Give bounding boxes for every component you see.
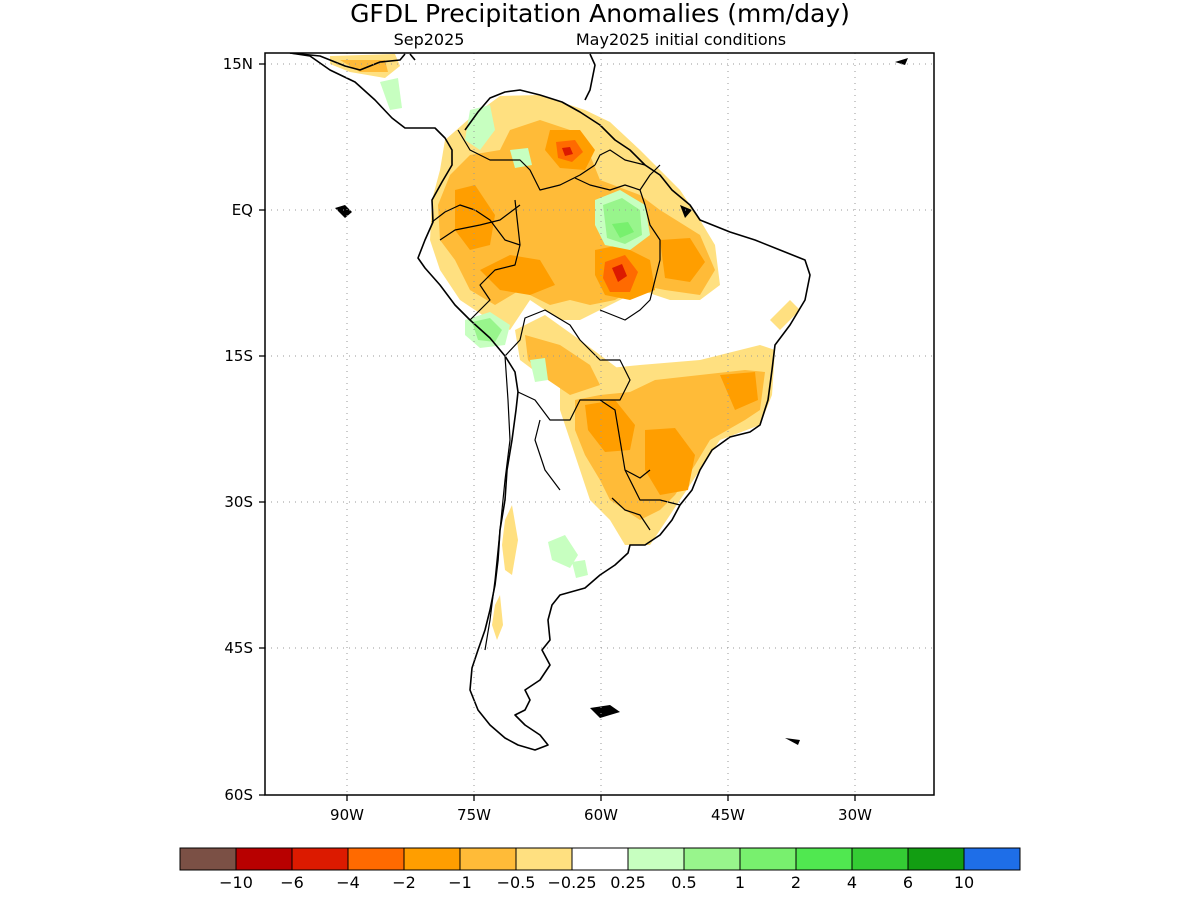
colorbar-label: 0.25: [610, 873, 646, 892]
colorbar-swatch: [627, 847, 685, 871]
colorbar-swatch: [739, 847, 797, 871]
colorbar-swatch: [907, 847, 965, 871]
colorbar-swatch: [851, 847, 909, 871]
lat-label: 30S: [224, 493, 253, 511]
latitude-labels: 15N EQ 15S 30S 45S 60S: [223, 55, 253, 804]
colorbar-label: 0.5: [671, 873, 696, 892]
colorbar: −10 −6 −4 −2 −1 −0.5 −0.25 0.25 0.5 1 2 4 6 10: [179, 847, 1021, 892]
colorbar-swatch: [963, 847, 1021, 871]
lon-label: 75W: [457, 806, 491, 824]
colorbar-label: −1: [448, 873, 472, 892]
lat-label: EQ: [232, 201, 253, 219]
plot-frame: [264, 52, 935, 796]
subtitle-month: Sep2025: [394, 30, 465, 49]
colorbar-label: −6: [280, 873, 304, 892]
colorbar-label: 2: [791, 873, 801, 892]
lat-label: 45S: [224, 639, 253, 657]
colorbar-label: 4: [847, 873, 857, 892]
colorbar-label: −0.5: [497, 873, 536, 892]
lon-label: 60W: [584, 806, 618, 824]
colorbar-label: 1: [735, 873, 745, 892]
colorbar-swatch: [347, 847, 405, 871]
colorbar-swatch: [179, 847, 237, 871]
colorbar-label: −2: [392, 873, 416, 892]
lon-label: 45W: [711, 806, 745, 824]
graticule: [265, 53, 934, 795]
plot-area: [265, 53, 934, 795]
colorbar-swatch: [235, 847, 293, 871]
lon-label: 30W: [838, 806, 872, 824]
lon-label: 90W: [330, 806, 364, 824]
anomaly-shading-red: [562, 147, 627, 282]
lat-label: 15N: [223, 55, 253, 73]
colorbar-label: −4: [336, 873, 360, 892]
colorbar-swatch: [459, 847, 517, 871]
colorbar-swatch: [515, 847, 573, 871]
country-borders: [431, 129, 681, 651]
longitude-labels: 90W 75W 60W 45W 30W: [330, 806, 872, 824]
colorbar-label: 6: [903, 873, 913, 892]
coastlines: [289, 53, 811, 751]
anomaly-shading-mid-green: [612, 222, 634, 238]
map-title: GFDL Precipitation Anomalies (mm/day): [350, 0, 850, 28]
colorbar-swatch: [403, 847, 461, 871]
lat-label: 60S: [224, 786, 253, 804]
subtitle-initial-conditions: May2025 initial conditions: [576, 30, 786, 49]
anomaly-shading-orange: [340, 60, 765, 520]
colorbar-label: 10: [954, 873, 974, 892]
colorbar-label: −0.25: [547, 873, 596, 892]
tick-marks: [259, 63, 856, 801]
colorbar-swatch: [571, 847, 629, 871]
islands: [335, 58, 908, 745]
colorbar-swatch: [291, 847, 349, 871]
colorbar-label: −10: [219, 873, 253, 892]
colorbar-swatch: [683, 847, 741, 871]
lat-label: 15S: [224, 347, 253, 365]
colorbar-swatch: [795, 847, 853, 871]
